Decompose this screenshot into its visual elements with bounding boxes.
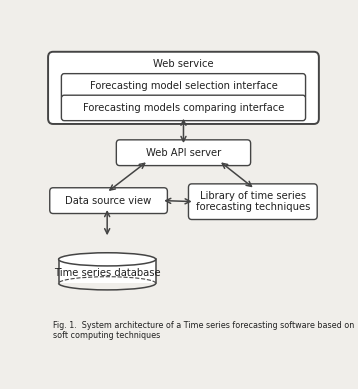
Text: Forecasting models comparing interface: Forecasting models comparing interface: [83, 103, 284, 113]
Text: Web API server: Web API server: [146, 148, 221, 158]
Text: Library of time series
forecasting techniques: Library of time series forecasting techn…: [196, 191, 310, 212]
FancyBboxPatch shape: [50, 188, 168, 214]
FancyBboxPatch shape: [48, 52, 319, 124]
Text: Fig. 1.  System architecture of a Time series forecasting software based on
soft: Fig. 1. System architecture of a Time se…: [53, 321, 354, 340]
Ellipse shape: [59, 253, 156, 266]
FancyBboxPatch shape: [116, 140, 251, 166]
Text: Time series database: Time series database: [54, 268, 160, 278]
Text: Forecasting model selection interface: Forecasting model selection interface: [90, 81, 277, 91]
FancyBboxPatch shape: [62, 95, 306, 121]
FancyBboxPatch shape: [188, 184, 317, 219]
FancyBboxPatch shape: [62, 74, 306, 99]
Text: Web service: Web service: [153, 59, 214, 69]
Text: Data source view: Data source view: [66, 196, 152, 206]
Bar: [59, 259, 156, 283]
